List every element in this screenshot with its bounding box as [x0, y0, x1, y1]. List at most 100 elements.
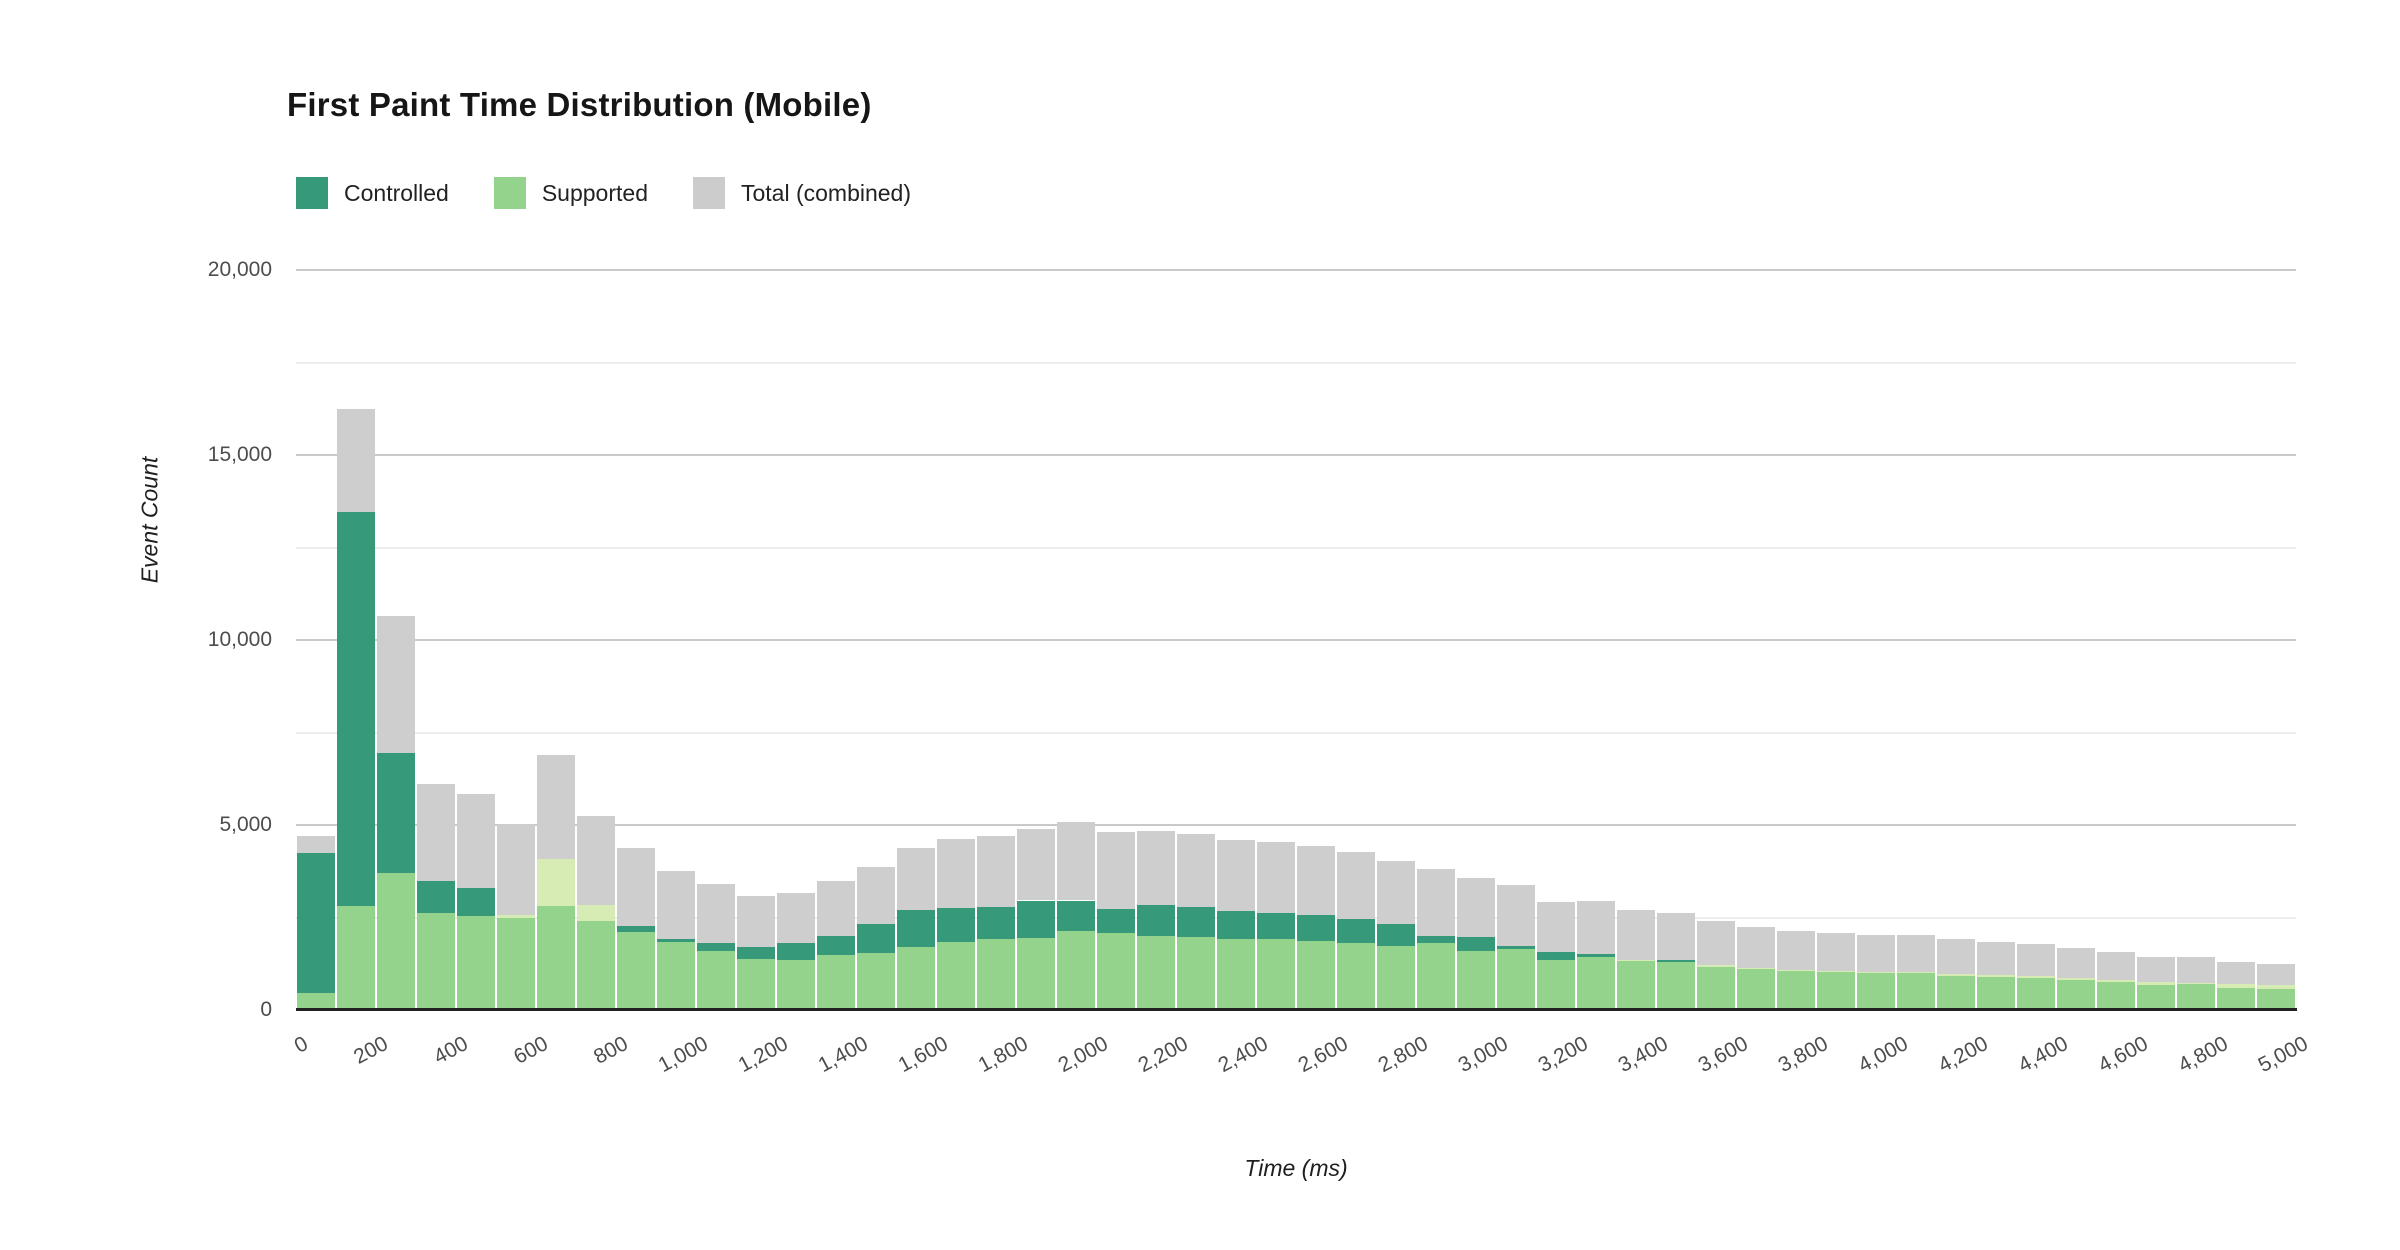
total-segment[interactable] [497, 823, 535, 916]
total-segment[interactable] [1657, 912, 1695, 961]
total-segment[interactable] [1297, 846, 1335, 915]
total-segment[interactable] [1177, 833, 1215, 907]
bar-3100ms[interactable] [1537, 902, 1575, 1010]
overlap-segment[interactable] [2177, 984, 2215, 1010]
controlled-segment[interactable] [977, 906, 1015, 940]
bar-1100ms[interactable] [737, 895, 775, 1010]
controlled-segment[interactable] [457, 887, 495, 916]
total-segment[interactable] [737, 895, 775, 947]
total-segment[interactable] [1977, 942, 2015, 976]
bar-2100ms[interactable] [1137, 831, 1175, 1010]
overlap-segment[interactable] [1817, 972, 1855, 1010]
supported-segment[interactable] [2057, 977, 2095, 981]
controlled-segment[interactable] [697, 943, 735, 951]
controlled-segment[interactable] [1137, 904, 1175, 937]
controlled-segment[interactable] [377, 752, 415, 874]
controlled-segment[interactable] [617, 925, 655, 933]
overlap-segment[interactable] [1697, 966, 1735, 1010]
total-segment[interactable] [1377, 860, 1415, 925]
bar-2900ms[interactable] [1457, 877, 1495, 1010]
overlap-segment[interactable] [1297, 941, 1335, 1010]
bar-4000ms[interactable] [1897, 934, 1935, 1010]
total-segment[interactable] [1057, 821, 1095, 901]
bar-1400ms[interactable] [857, 866, 895, 1010]
total-segment[interactable] [1697, 921, 1735, 965]
overlap-segment[interactable] [1897, 973, 1935, 1010]
controlled-segment[interactable] [1377, 924, 1415, 947]
overlap-segment[interactable] [2257, 988, 2295, 1010]
overlap-segment[interactable] [1977, 977, 2015, 1010]
bar-1800ms[interactable] [1017, 828, 1055, 1010]
total-segment[interactable] [1097, 831, 1135, 909]
supported-segment[interactable] [1617, 959, 1655, 961]
overlap-segment[interactable] [1337, 943, 1375, 1010]
overlap-segment[interactable] [1777, 971, 1815, 1010]
controlled-segment[interactable] [1657, 960, 1695, 963]
bar-2300ms[interactable] [1217, 840, 1255, 1010]
controlled-segment[interactable] [1057, 900, 1095, 932]
overlap-segment[interactable] [1137, 936, 1175, 1010]
total-segment[interactable] [817, 881, 855, 937]
overlap-segment[interactable] [1457, 950, 1495, 1010]
overlap-segment[interactable] [1497, 948, 1535, 1010]
bar-400ms[interactable] [457, 793, 495, 1010]
bar-3800ms[interactable] [1817, 933, 1855, 1010]
bar-1300ms[interactable] [817, 881, 855, 1010]
bar-1200ms[interactable] [777, 893, 815, 1010]
bar-3700ms[interactable] [1777, 931, 1815, 1010]
supported-segment[interactable] [2257, 985, 2295, 989]
overlap-segment[interactable] [977, 939, 1015, 1010]
overlap-segment[interactable] [537, 906, 575, 1010]
controlled-segment[interactable] [1177, 906, 1215, 938]
total-segment[interactable] [2257, 964, 2295, 986]
bar-1600ms[interactable] [937, 839, 975, 1010]
bar-500ms[interactable] [497, 823, 535, 1010]
overlap-segment[interactable] [697, 950, 735, 1010]
total-segment[interactable] [1457, 877, 1495, 938]
bar-3400ms[interactable] [1657, 912, 1695, 1010]
controlled-segment[interactable] [1497, 945, 1535, 949]
overlap-segment[interactable] [1177, 937, 1215, 1010]
controlled-segment[interactable] [737, 946, 775, 959]
total-segment[interactable] [1897, 934, 1935, 972]
bar-3300ms[interactable] [1617, 910, 1655, 1010]
total-segment[interactable] [1577, 900, 1615, 954]
overlap-segment[interactable] [1577, 956, 1615, 1010]
supported-segment[interactable] [537, 859, 575, 907]
overlap-segment[interactable] [1017, 938, 1055, 1010]
supported-segment[interactable] [1737, 967, 1775, 969]
overlap-segment[interactable] [497, 918, 535, 1010]
overlap-segment[interactable] [457, 915, 495, 1010]
overlap-segment[interactable] [1217, 938, 1255, 1010]
bar-2200ms[interactable] [1177, 833, 1215, 1010]
bar-1500ms[interactable] [897, 847, 935, 1010]
bar-800ms[interactable] [617, 847, 655, 1010]
total-segment[interactable] [1937, 939, 1975, 974]
overlap-segment[interactable] [857, 953, 895, 1010]
bar-0ms[interactable] [297, 836, 335, 1010]
total-segment[interactable] [1857, 934, 1895, 972]
bar-1700ms[interactable] [977, 836, 1015, 1010]
controlled-segment[interactable] [1217, 911, 1255, 939]
total-segment[interactable] [377, 615, 415, 753]
overlap-segment[interactable] [2217, 988, 2255, 1010]
overlap-segment[interactable] [1737, 968, 1775, 1010]
bar-1900ms[interactable] [1057, 821, 1095, 1010]
bar-3200ms[interactable] [1577, 900, 1615, 1010]
supported-segment[interactable] [1857, 971, 1895, 973]
supported-segment[interactable] [1817, 970, 1855, 973]
controlled-segment[interactable] [897, 910, 935, 948]
total-segment[interactable] [2097, 952, 2135, 981]
total-segment[interactable] [1217, 840, 1255, 912]
total-segment[interactable] [697, 884, 735, 944]
bar-4300ms[interactable] [2017, 943, 2055, 1010]
bar-4600ms[interactable] [2137, 957, 2175, 1010]
total-segment[interactable] [1737, 926, 1775, 968]
total-segment[interactable] [2217, 962, 2255, 985]
overlap-segment[interactable] [577, 921, 615, 1010]
controlled-segment[interactable] [1297, 914, 1335, 942]
controlled-segment[interactable] [1017, 900, 1055, 939]
bar-2600ms[interactable] [1337, 852, 1375, 1010]
total-segment[interactable] [857, 866, 895, 924]
controlled-segment[interactable] [937, 907, 975, 942]
